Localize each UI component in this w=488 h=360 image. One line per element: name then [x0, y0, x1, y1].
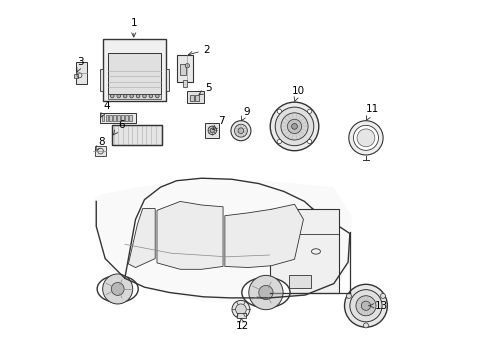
Polygon shape: [94, 180, 351, 301]
Text: 9: 9: [241, 107, 249, 121]
Text: 11: 11: [365, 104, 378, 120]
Polygon shape: [224, 204, 303, 267]
Bar: [189, 95, 194, 102]
Circle shape: [149, 94, 152, 98]
Circle shape: [287, 119, 301, 134]
Bar: [100, 113, 135, 123]
Circle shape: [346, 293, 351, 298]
Circle shape: [270, 102, 318, 151]
Circle shape: [344, 284, 386, 327]
Bar: [176, 55, 192, 82]
Circle shape: [258, 285, 272, 300]
Text: 6: 6: [113, 120, 124, 135]
Bar: [121, 115, 123, 121]
Circle shape: [248, 275, 283, 310]
Bar: [187, 91, 204, 103]
Circle shape: [363, 323, 367, 328]
Circle shape: [307, 139, 311, 144]
Circle shape: [277, 139, 281, 144]
Bar: [236, 313, 245, 318]
Circle shape: [230, 121, 250, 141]
Bar: [100, 69, 103, 91]
Text: 8: 8: [96, 138, 105, 150]
Bar: [103, 39, 165, 102]
Bar: [205, 123, 219, 138]
Bar: [76, 62, 86, 84]
Bar: [108, 53, 161, 94]
Circle shape: [281, 113, 307, 140]
Circle shape: [185, 64, 189, 68]
Text: 5: 5: [199, 83, 212, 95]
Circle shape: [142, 94, 146, 98]
Bar: [288, 275, 310, 288]
Circle shape: [307, 109, 311, 113]
Circle shape: [356, 129, 374, 147]
Circle shape: [291, 123, 297, 129]
Circle shape: [361, 301, 370, 310]
Text: 12: 12: [236, 318, 249, 332]
Bar: [165, 69, 169, 91]
Bar: [102, 115, 104, 121]
Circle shape: [130, 94, 133, 98]
Circle shape: [238, 128, 244, 134]
Circle shape: [207, 126, 216, 135]
Text: 7: 7: [212, 116, 224, 130]
Circle shape: [210, 128, 214, 132]
Circle shape: [234, 124, 247, 137]
Circle shape: [111, 283, 124, 296]
Bar: [108, 94, 161, 99]
Bar: [117, 115, 120, 121]
Ellipse shape: [97, 275, 138, 302]
Bar: [125, 115, 127, 121]
Bar: [113, 115, 116, 121]
Bar: [105, 115, 108, 121]
Text: 4: 4: [101, 102, 109, 117]
Circle shape: [380, 293, 385, 298]
Text: 13: 13: [368, 301, 387, 311]
Circle shape: [277, 109, 281, 113]
Circle shape: [155, 94, 159, 98]
Text: 3: 3: [77, 57, 84, 72]
Bar: [183, 80, 186, 87]
Bar: [112, 125, 162, 145]
Text: 2: 2: [188, 45, 210, 55]
Circle shape: [353, 125, 378, 150]
Bar: [180, 64, 185, 75]
Circle shape: [235, 304, 246, 315]
Circle shape: [231, 300, 249, 318]
Circle shape: [348, 121, 382, 155]
Circle shape: [117, 94, 121, 98]
Bar: [95, 146, 106, 156]
Bar: [269, 208, 339, 293]
Polygon shape: [157, 202, 223, 269]
Circle shape: [355, 296, 375, 316]
Circle shape: [110, 94, 114, 98]
Circle shape: [275, 107, 313, 146]
Bar: [195, 95, 199, 102]
Bar: [109, 115, 112, 121]
Text: 1: 1: [130, 18, 137, 37]
Ellipse shape: [242, 277, 289, 308]
Circle shape: [123, 94, 127, 98]
Bar: [112, 125, 162, 145]
Bar: [74, 74, 78, 78]
Polygon shape: [128, 208, 155, 267]
Circle shape: [136, 94, 140, 98]
Circle shape: [349, 290, 381, 322]
Circle shape: [102, 274, 132, 304]
Bar: [129, 115, 131, 121]
Text: 10: 10: [291, 86, 304, 102]
